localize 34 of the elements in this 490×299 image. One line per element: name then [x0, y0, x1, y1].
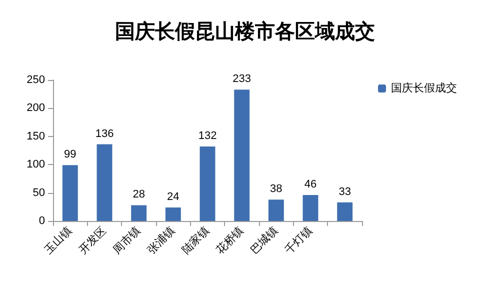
- x-tick-label: 花桥镇: [214, 224, 246, 257]
- bar: [302, 195, 318, 221]
- bar: [62, 165, 78, 221]
- x-tick-label: 周市镇: [110, 224, 144, 257]
- legend-label: 国庆长假成交: [391, 82, 457, 94]
- chart-title: 国庆长假昆山楼市各区域成交: [115, 19, 375, 43]
- data-label: 99: [64, 148, 76, 161]
- y-tick-label: 50: [32, 186, 45, 199]
- x-tick-label: 开发区: [76, 224, 109, 257]
- data-label: 28: [132, 188, 145, 201]
- bar: [200, 146, 216, 221]
- x-tick-label: 千灯镇: [282, 224, 315, 257]
- data-label: 132: [198, 130, 217, 142]
- data-label: 38: [270, 183, 282, 196]
- data-label: 233: [232, 73, 252, 86]
- y-tick-label: 200: [26, 102, 45, 114]
- x-tick-label: 巴城镇: [248, 224, 280, 257]
- bar: [96, 144, 112, 221]
- x-tick-label: 陆家镇: [179, 224, 212, 257]
- data-label: 46: [304, 178, 317, 191]
- bar: [337, 202, 353, 221]
- y-tick-label: 0: [38, 215, 45, 227]
- bar: [268, 200, 284, 221]
- bar: [165, 207, 181, 221]
- data-label: 33: [338, 186, 351, 198]
- x-tick-label: 张浦镇: [144, 224, 178, 257]
- y-tick-label: 100: [26, 158, 45, 171]
- y-tick-label: 150: [26, 130, 45, 142]
- x-tick-label: 玉山镇: [42, 224, 74, 257]
- data-label: 136: [95, 128, 114, 140]
- bar: [234, 90, 250, 221]
- data-label: 24: [167, 190, 180, 203]
- y-tick-label: 250: [26, 74, 45, 86]
- bar: [131, 205, 147, 221]
